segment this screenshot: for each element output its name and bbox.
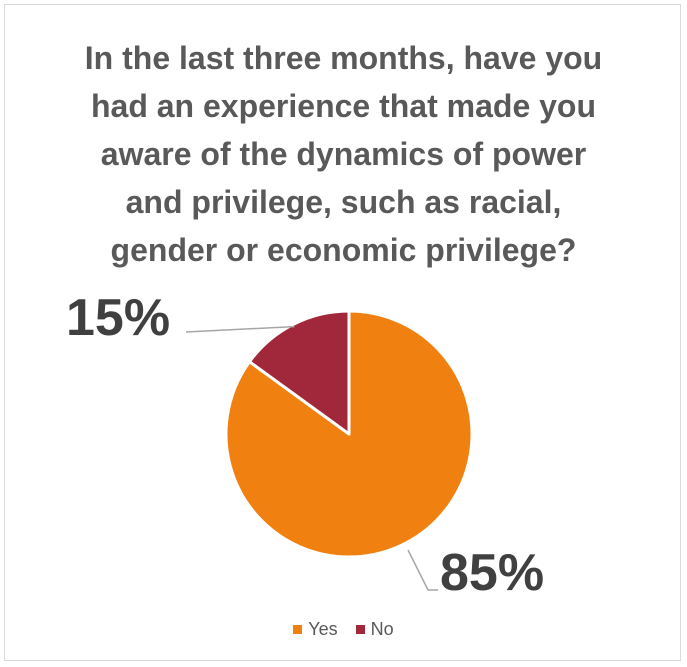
legend-label-no: No (370, 619, 394, 639)
legend-swatch-yes (293, 625, 303, 634)
legend-swatch-no (355, 625, 365, 634)
data-label-yes: 85% (440, 544, 544, 602)
legend-item-yes[interactable]: Yes (293, 619, 338, 640)
legend-label-yes: Yes (308, 619, 338, 639)
leader-line-no (185, 325, 295, 333)
chart-title-line: aware of the dynamics of power (100, 136, 587, 172)
chart-title-line: had an experience that made you (90, 88, 597, 124)
chart-title-line: gender or economic privilege? (110, 232, 577, 268)
legend-item-no[interactable]: No (355, 619, 394, 640)
legend: Yes No (0, 619, 687, 640)
leader-line-yes (407, 549, 438, 591)
pie-slice-no[interactable] (247, 309, 351, 436)
data-label-no: 15% (66, 289, 170, 347)
chart-title-line: and privilege, such as racial, (125, 184, 562, 220)
chart-title: In the last three months, have you had a… (40, 34, 647, 274)
chart-title-line: In the last three months, have you (84, 40, 603, 76)
